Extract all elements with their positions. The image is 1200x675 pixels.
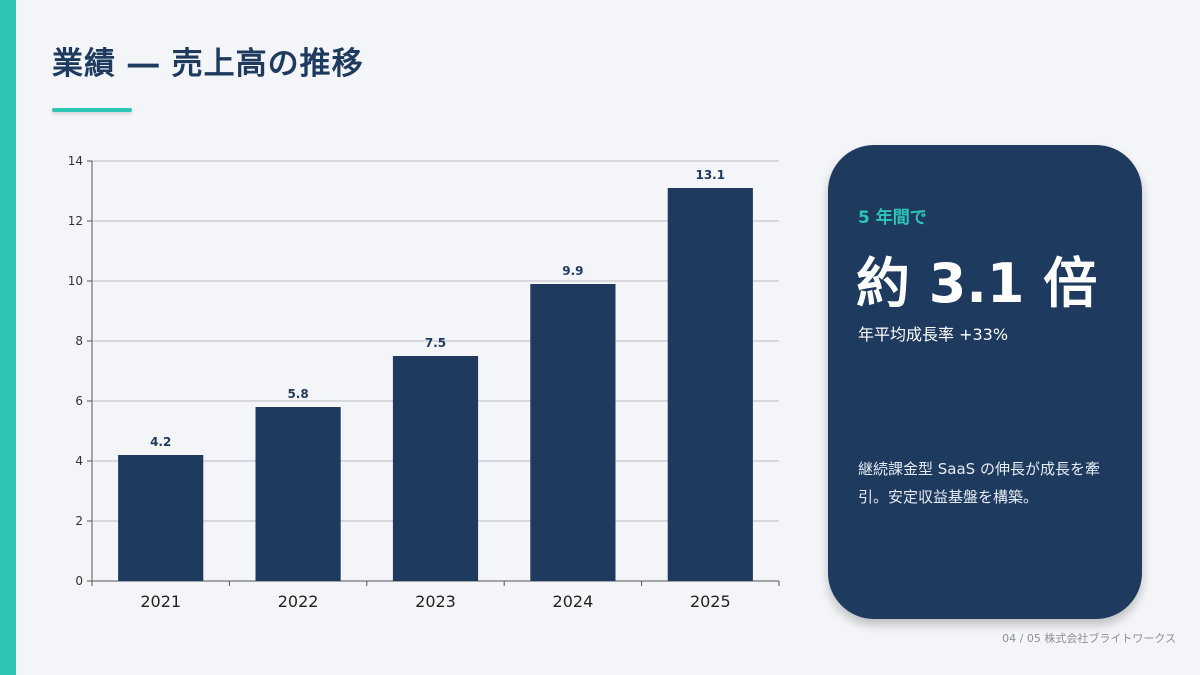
bar xyxy=(255,407,341,581)
slide-title: 業績 ― 売上高の推移 xyxy=(52,46,364,82)
slide-footer: 04 / 05 株式会社ブライトワークス xyxy=(1002,632,1176,645)
callout-kicker: 5 年間で xyxy=(858,208,927,228)
sales-bar-chart: 0 2 4 6 8 10 12 14 4.2 2021 5.8 2022 7.5 2023 9.9 2024 1… xyxy=(68,154,780,610)
x-tick-label: 2024 xyxy=(553,592,594,610)
y-tick-label: 0 xyxy=(75,574,83,588)
x-tick-label: 2022 xyxy=(278,592,319,610)
bar xyxy=(530,284,616,581)
title-underline xyxy=(52,108,132,112)
bar xyxy=(392,356,479,581)
data-label: 5.8 xyxy=(287,387,308,401)
growth-callout-card: 5 年間で 約 3.1 倍 年平均成長率 +33% 継続課金型 SaaS の伸長… xyxy=(828,145,1142,619)
y-tick-label: 4 xyxy=(75,454,83,468)
accent-bar xyxy=(0,0,16,675)
x-tick-label: 2023 xyxy=(415,592,456,610)
y-tick-label: 6 xyxy=(75,394,83,408)
y-tick-label: 2 xyxy=(75,514,83,528)
y-tick-label: 12 xyxy=(68,214,83,228)
data-label: 4.2 xyxy=(150,435,171,449)
y-tick-label: 8 xyxy=(75,334,83,348)
callout-headline: 約 3.1 倍 xyxy=(856,252,1098,315)
data-label: 9.9 xyxy=(562,264,583,278)
callout-subline: 年平均成長率 +33% xyxy=(858,325,1009,344)
callout-description: 継続課金型 SaaS の伸長が成長を牽引。安定収益基盤を構築。 xyxy=(858,460,1100,506)
data-label: 7.5 xyxy=(425,336,446,350)
bar xyxy=(118,455,204,581)
x-tick-label: 2021 xyxy=(140,592,181,610)
y-tick-label: 10 xyxy=(68,274,83,288)
x-tick-label: 2025 xyxy=(690,592,731,610)
y-tick-label: 14 xyxy=(68,154,83,168)
bar xyxy=(667,188,753,581)
data-label: 13.1 xyxy=(695,168,725,182)
